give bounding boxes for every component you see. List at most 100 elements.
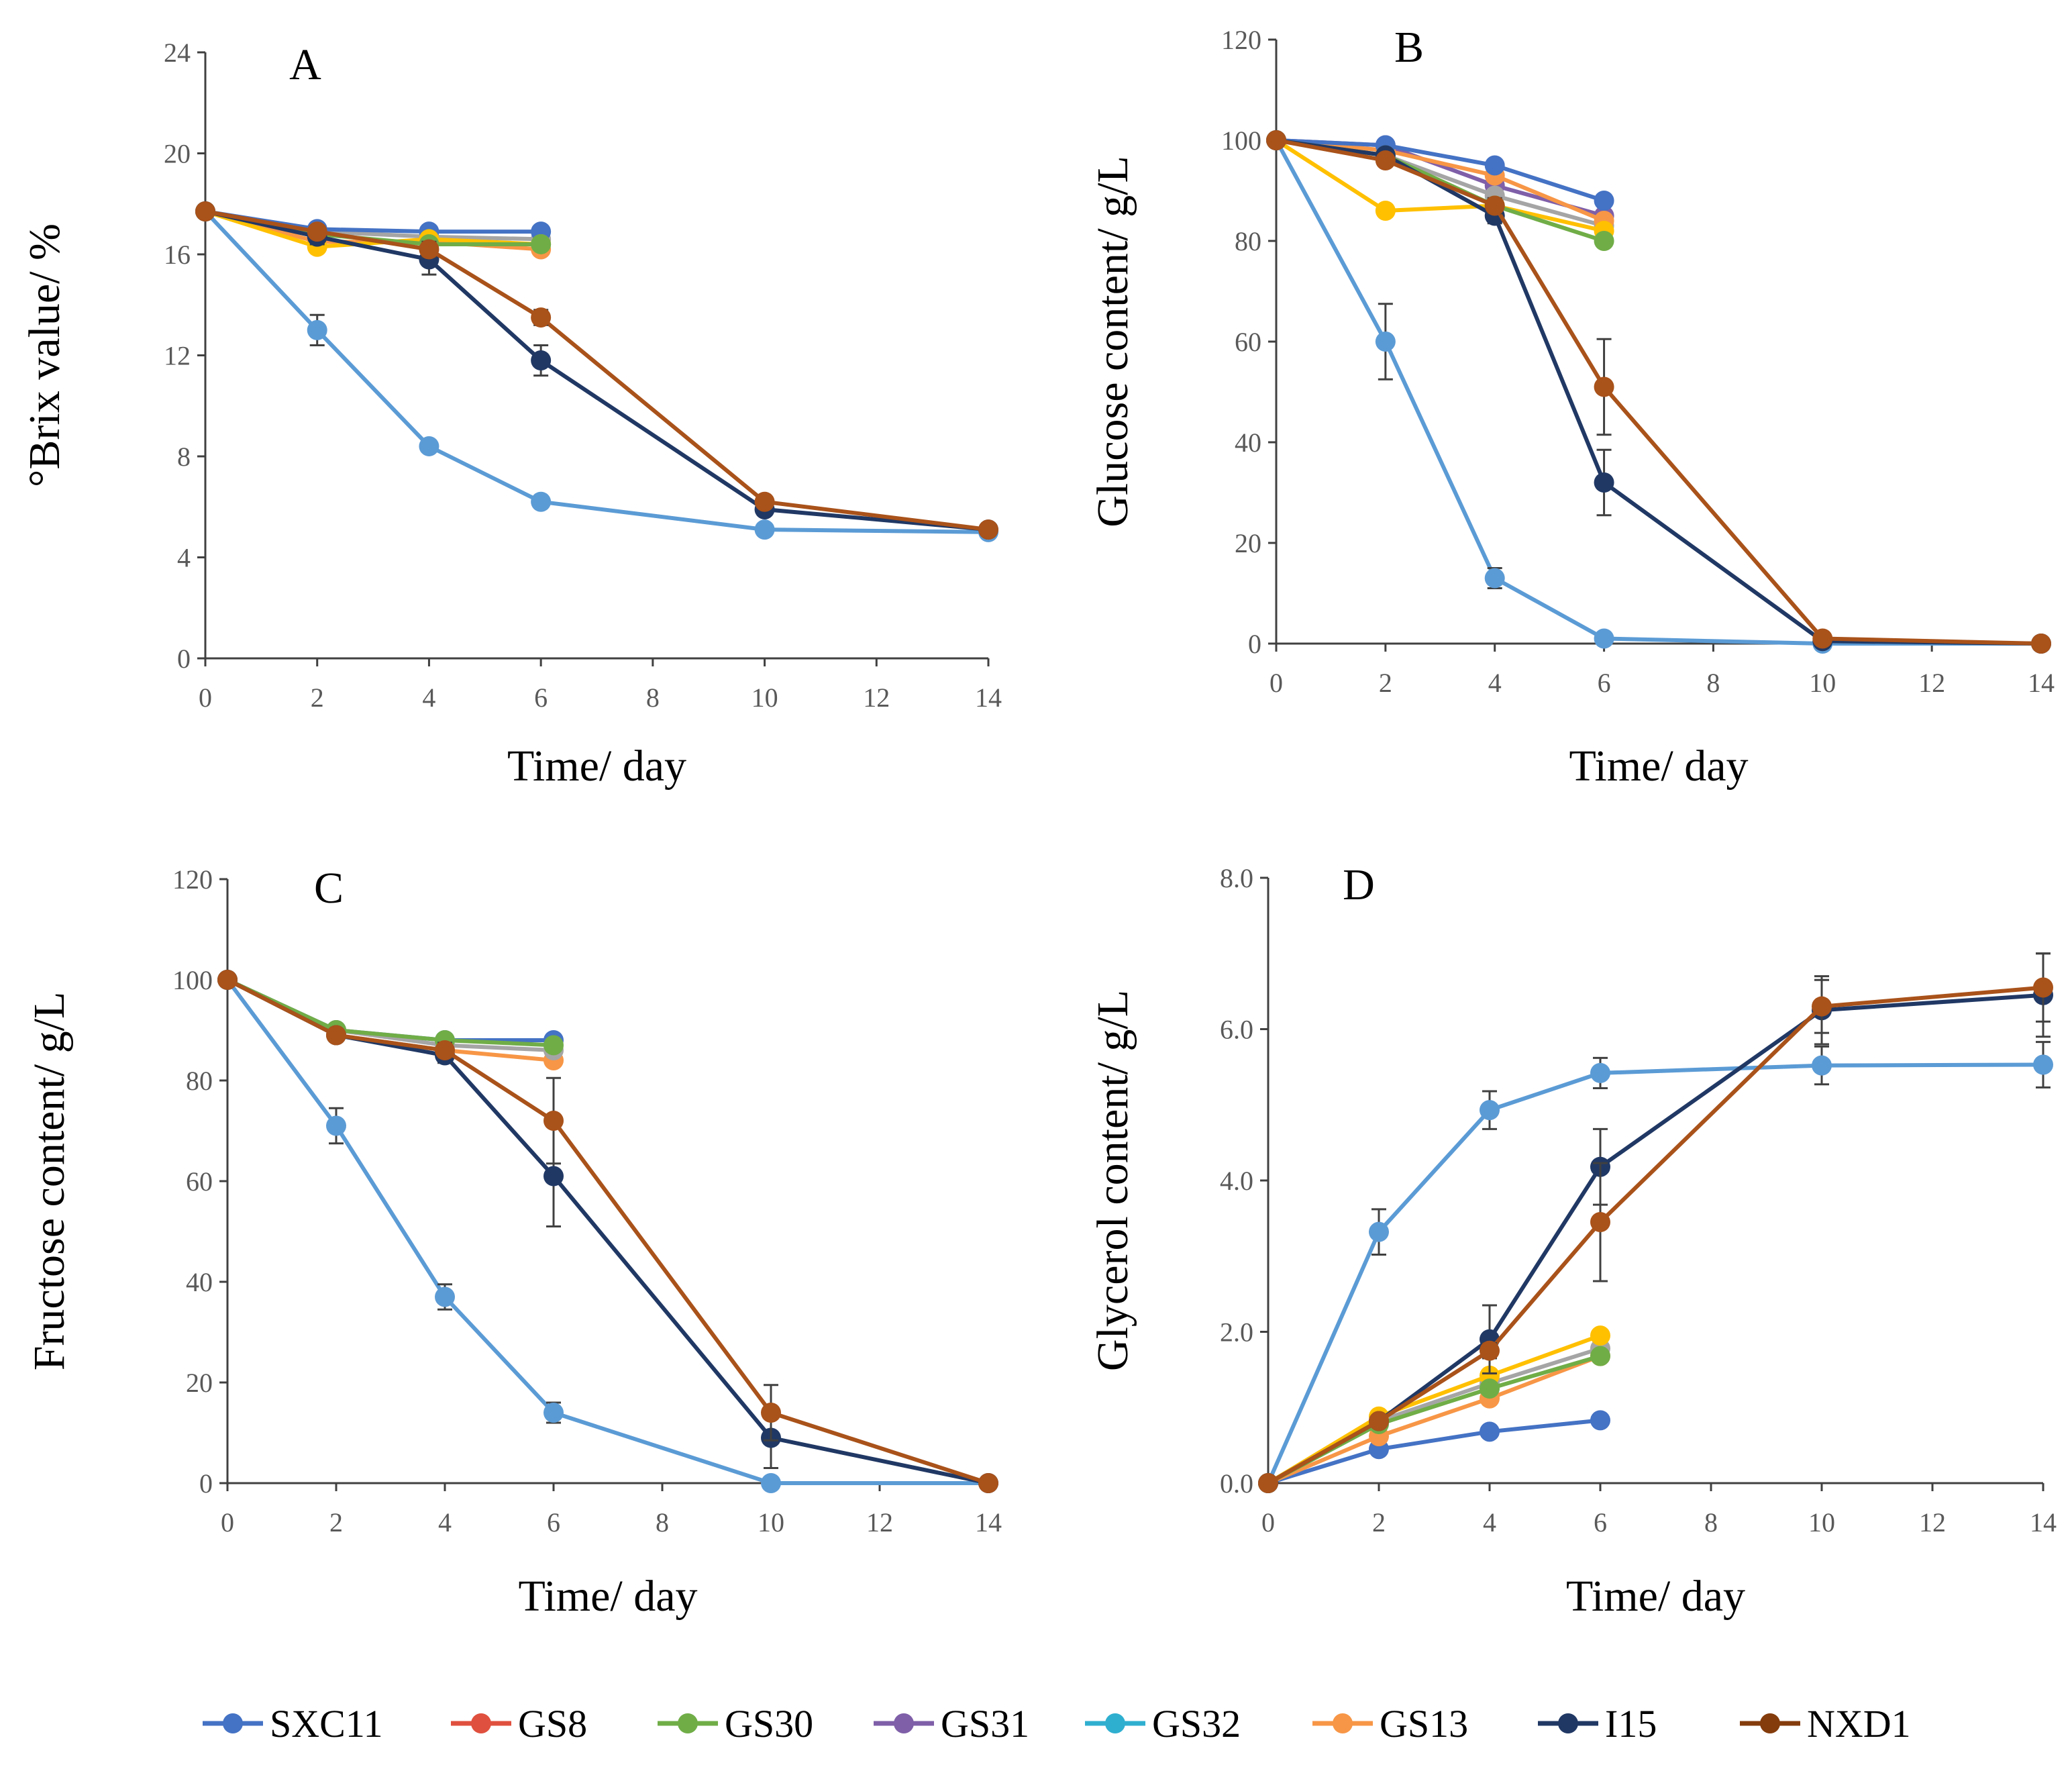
series-line: [1275, 138, 1605, 233]
data-point: [1594, 376, 1614, 397]
series-line: [205, 209, 989, 532]
data-point: [419, 239, 439, 260]
panel-label: C: [314, 864, 344, 913]
x-tick-label: 0: [1261, 1507, 1275, 1537]
data-point: [1266, 130, 1286, 150]
series-line: [1267, 1354, 1602, 1485]
y-tick-label: 100: [172, 965, 213, 995]
legend-swatch-marker: [223, 1713, 243, 1733]
y-tick-label: 120: [1221, 25, 1261, 55]
legend-swatch-marker: [471, 1713, 491, 1733]
y-axis-title: °Brix value/ %: [20, 223, 69, 487]
x-tick-label: 8: [656, 1507, 669, 1537]
y-tick-label: 6.0: [1220, 1015, 1253, 1045]
legend-item-gs13: GS13: [1312, 1702, 1468, 1746]
y-tick-label: 100: [1221, 125, 1261, 156]
legend-swatch-marker: [1558, 1713, 1578, 1733]
data-point: [978, 519, 998, 540]
legend-label: GS32: [1152, 1702, 1241, 1746]
x-tick-label: 14: [975, 683, 1002, 713]
x-tick-label: 4: [1483, 1507, 1496, 1537]
data-point: [1480, 1100, 1500, 1121]
data-point: [531, 491, 552, 512]
x-tick-label: 6: [1598, 668, 1611, 698]
legend-label: GS31: [941, 1702, 1029, 1746]
data-point: [1594, 472, 1614, 493]
series-i15: [217, 970, 998, 1493]
data-point: [978, 1473, 998, 1493]
x-tick-label: 4: [438, 1507, 452, 1537]
x-tick-label: 8: [646, 683, 660, 713]
legend-label: GS8: [518, 1702, 587, 1746]
data-point: [761, 1473, 781, 1493]
x-tick-label: 10: [1808, 1507, 1835, 1537]
y-tick-label: 20: [186, 1368, 213, 1398]
y-tick-label: 20: [1235, 528, 1261, 558]
legend-item-gs32: GS32: [1085, 1702, 1241, 1746]
data-point: [1369, 1411, 1389, 1431]
data-point: [1590, 1410, 1610, 1431]
series-line: [226, 978, 554, 1042]
series-sxc11: [1258, 1410, 1610, 1493]
series-line: [205, 209, 541, 249]
y-axis-title: Glucose content/ g/L: [1088, 156, 1137, 527]
legend-label: NXD1: [1807, 1702, 1911, 1746]
legend-label: GS30: [725, 1702, 813, 1746]
y-tick-label: 2.0: [1220, 1317, 1253, 1348]
data-point: [543, 1166, 564, 1187]
chart-panel-b: 0 20 40 60 80 100 120 0 2 4 6 8 10 12 14 Time/ day Gluco…: [1088, 23, 2055, 791]
data-point: [1594, 231, 1614, 251]
legend: SXC11 GS8 GS30 GS31 GS32 GS13 I15 NXD1: [203, 1702, 1911, 1746]
y-tick-label: 80: [186, 1066, 213, 1096]
data-point: [1375, 150, 1396, 170]
series-line: [1276, 138, 1605, 203]
data-point: [1480, 1378, 1500, 1399]
x-tick-label: 2: [1379, 668, 1392, 698]
data-point: [531, 234, 552, 254]
series-gs13: [217, 970, 564, 1070]
x-tick-label: 4: [422, 683, 435, 713]
series-line: [226, 978, 989, 1485]
data-point: [2031, 634, 2051, 654]
legend-item-sxc11: SXC11: [203, 1702, 383, 1746]
data-point: [1590, 1062, 1610, 1083]
y-tick-label: 40: [1235, 427, 1261, 458]
legend-swatch-marker: [678, 1713, 698, 1733]
x-tick-label: 2: [1372, 1507, 1386, 1537]
y-tick-label: 80: [1235, 226, 1261, 256]
series-line: [1276, 138, 2042, 646]
legend-item-gs30: GS30: [658, 1702, 813, 1746]
series-line: [1267, 1418, 1601, 1485]
y-axis-title: Fructose content/ g/L: [25, 992, 74, 1371]
series-sxc11: [1266, 130, 1614, 211]
data-point: [761, 1403, 781, 1423]
data-point: [1594, 628, 1614, 649]
data-point: [543, 1035, 564, 1056]
legend-swatch-marker: [1105, 1713, 1125, 1733]
data-point: [2033, 1054, 2053, 1075]
data-point: [1484, 195, 1505, 216]
y-tick-label: 60: [1235, 327, 1261, 357]
chart-panel-d: 0.0 2.0 4.0 6.0 8.0 0 2 4 6 8 10 12 14 Time/ day Glyce…: [1088, 860, 2057, 1621]
y-tick-label: 40: [186, 1267, 213, 1297]
data-point: [435, 1287, 455, 1307]
series-line: [203, 209, 989, 534]
x-tick-label: 14: [2028, 668, 2055, 698]
data-point: [1484, 155, 1505, 176]
data-point: [1480, 1340, 1500, 1361]
y-tick-label: 60: [186, 1166, 213, 1197]
legend-swatch-marker: [894, 1713, 914, 1733]
series-nxd1: [1266, 130, 2051, 654]
y-tick-label: 120: [172, 864, 213, 895]
data-point: [217, 970, 238, 990]
legend-swatch-marker: [1333, 1713, 1353, 1733]
panel-label: B: [1394, 23, 1424, 72]
data-point: [326, 1025, 346, 1046]
y-tick-label: 4.0: [1220, 1166, 1253, 1196]
x-axis-title: Time/ day: [1566, 1572, 1745, 1621]
x-tick-label: 8: [1704, 1507, 1718, 1537]
x-axis-title: Time/ day: [507, 742, 686, 791]
x-tick-label: 10: [1809, 668, 1836, 698]
